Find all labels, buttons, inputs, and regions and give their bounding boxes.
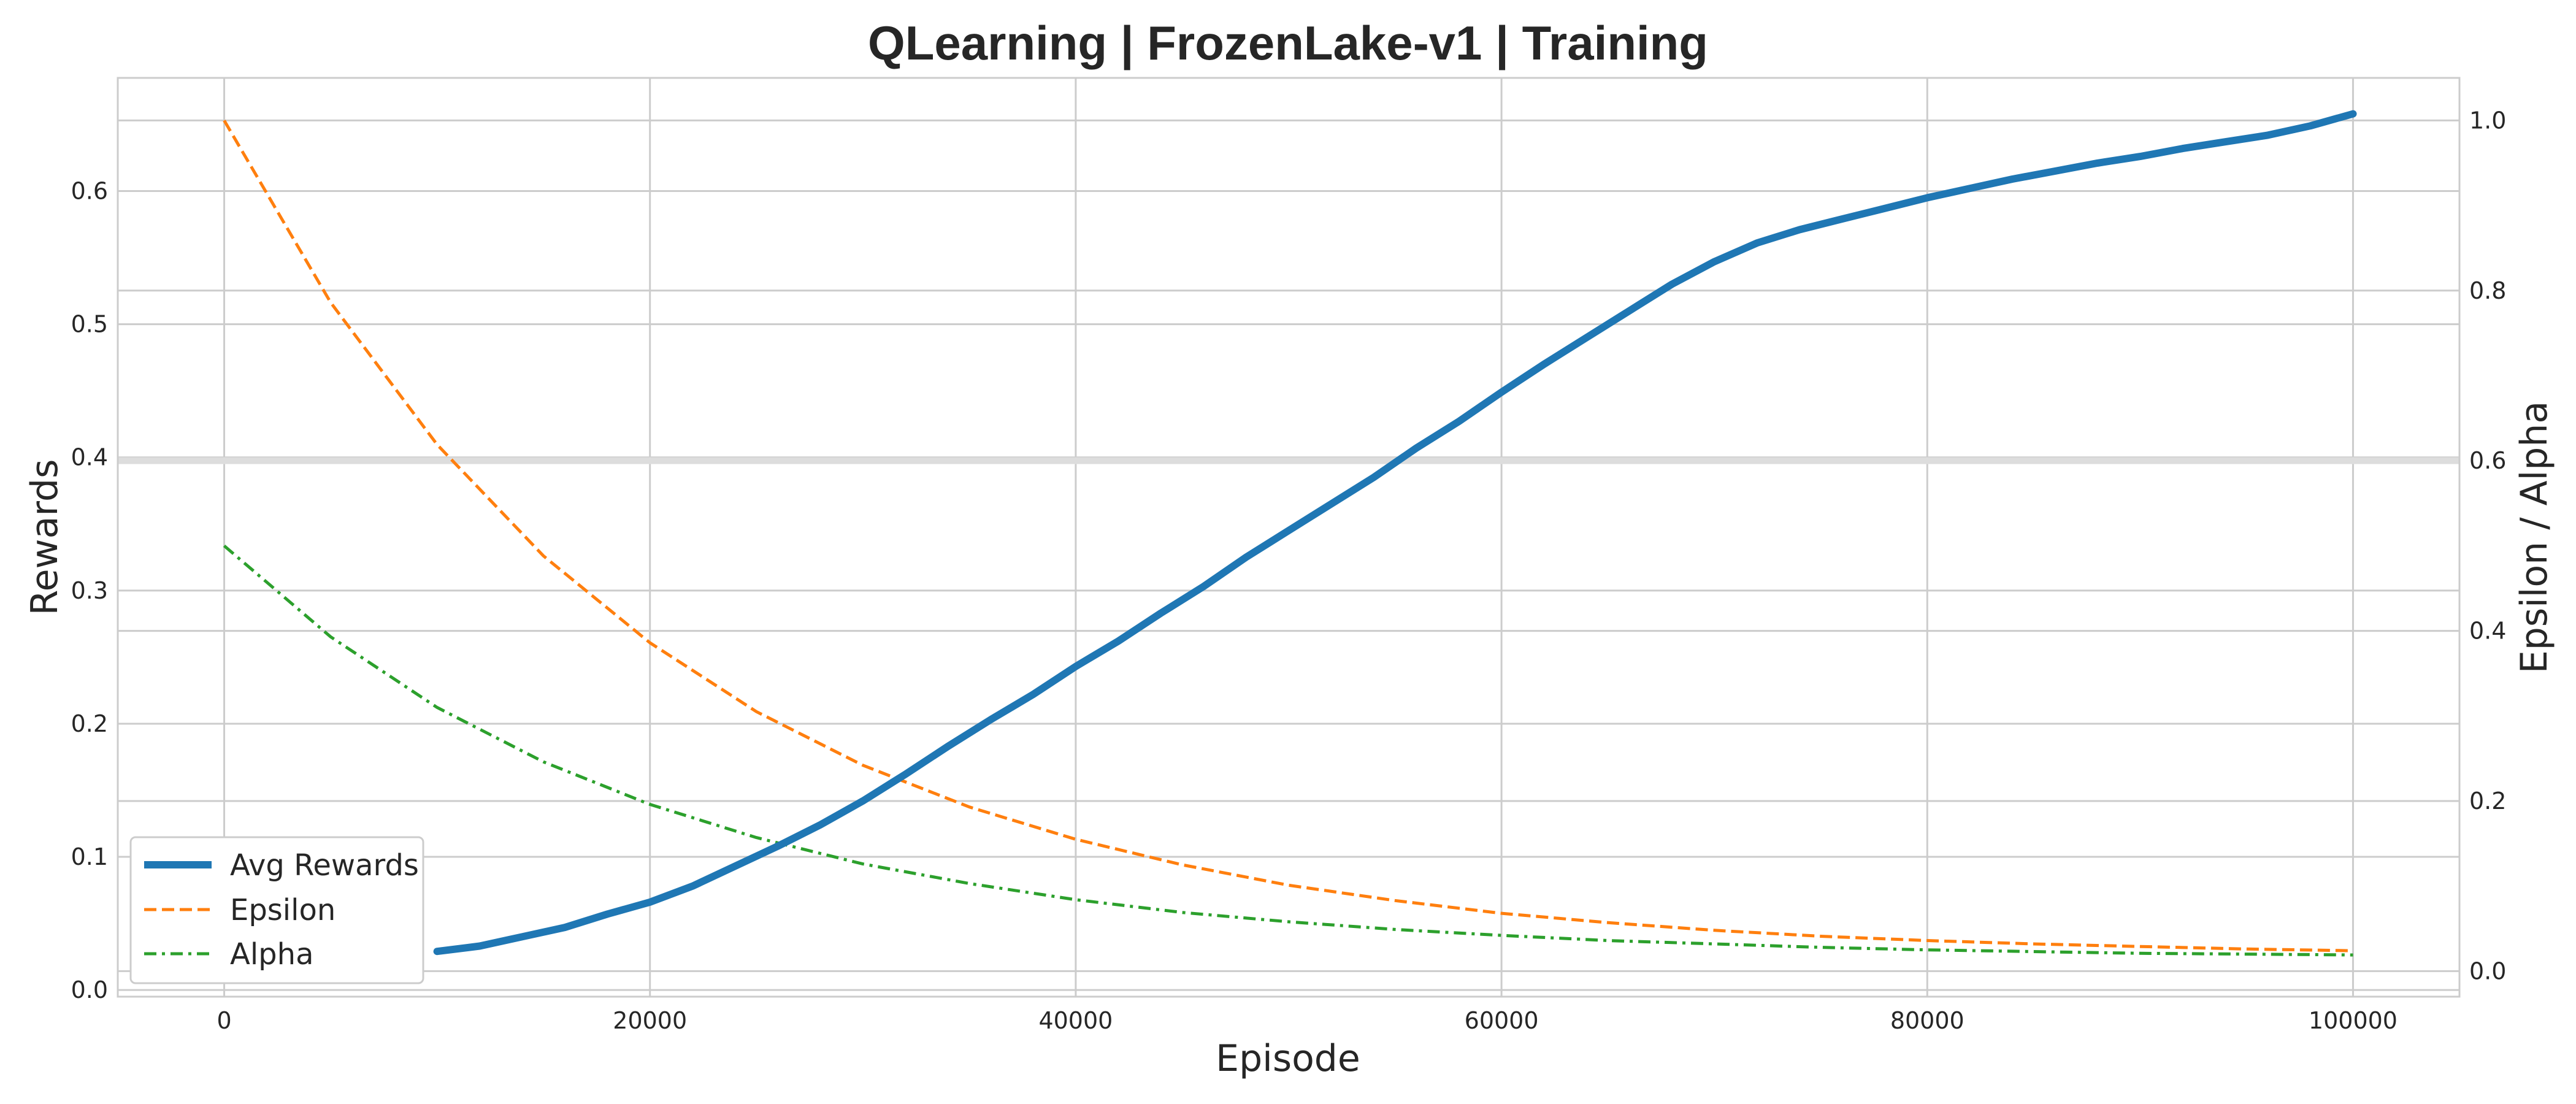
series-line-alpha xyxy=(223,544,2353,957)
series-line-epsilon xyxy=(223,120,2353,953)
chart-title: QLearning | FrozenLake-v1 | Training xyxy=(868,16,1708,70)
x-tick-label: 60000 xyxy=(1465,1007,1539,1034)
plot-frame xyxy=(117,77,2461,998)
y-axis-title: Rewards xyxy=(23,459,66,616)
y-tick-label: 0.6 xyxy=(71,178,108,205)
y-tick-label: 0.1 xyxy=(71,843,108,870)
legend-label-epsilon: Epsilon xyxy=(230,893,335,927)
x-tick-label: 100000 xyxy=(2309,1007,2398,1034)
x-tick-label: 0 xyxy=(217,1007,231,1034)
y2-tick-label: 0.0 xyxy=(2469,957,2506,984)
series-layer xyxy=(223,110,2357,957)
tick-layer: 0 20000 40000 60000 80000 100000 0.0 0.1 0.2 0.3 0… xyxy=(71,107,2507,1034)
y2-tick-label: 0.6 xyxy=(2469,447,2506,474)
x-tick-label: 80000 xyxy=(1890,1007,1965,1034)
x-axis-title: Episode xyxy=(1216,1037,1360,1080)
y-tick-label: 0.4 xyxy=(71,444,108,471)
y-tick-label: 0.5 xyxy=(71,311,108,338)
x-tick-label: 20000 xyxy=(613,1007,687,1034)
legend-label-avg-rewards: Avg Rewards xyxy=(230,848,419,883)
grid-layer xyxy=(118,78,2459,997)
y2-tick-label: 0.2 xyxy=(2469,788,2506,815)
series-line-avg-rewards xyxy=(433,110,2357,956)
y2-tick-label: 1.0 xyxy=(2469,107,2506,134)
y-tick-label: 0.0 xyxy=(71,976,108,1003)
y-tick-label: 0.2 xyxy=(71,710,108,737)
legend: Avg Rewards Epsilon Alpha xyxy=(129,836,424,984)
legend-label-alpha: Alpha xyxy=(230,937,313,972)
y2-tick-label: 0.4 xyxy=(2469,618,2506,645)
x-tick-label: 40000 xyxy=(1038,1007,1113,1034)
y2-axis-title: Epsilon / Alpha xyxy=(2513,401,2556,673)
legend-box xyxy=(129,836,424,984)
y-tick-label: 0.3 xyxy=(71,577,108,604)
y2-tick-label: 0.8 xyxy=(2469,277,2506,304)
